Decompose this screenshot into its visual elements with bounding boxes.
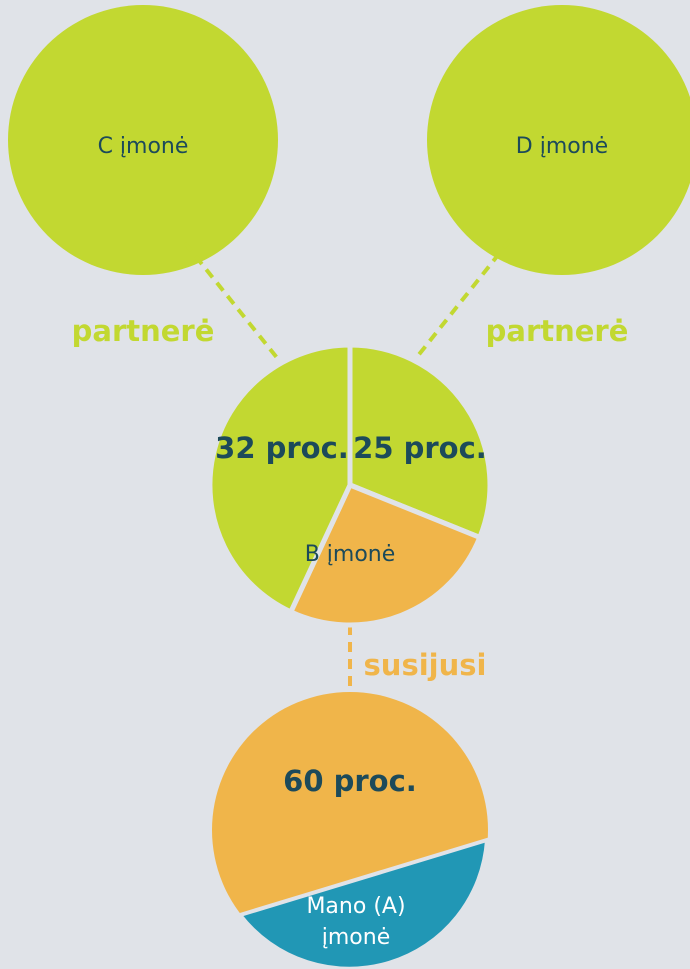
node-label: įmonė xyxy=(322,925,390,950)
node-label: B įmonė xyxy=(305,542,396,567)
share-label: 32 proc. xyxy=(215,431,349,465)
a-own-slice xyxy=(236,837,490,969)
link-c-b xyxy=(183,241,284,366)
relation-label: partnerė xyxy=(486,314,629,348)
relation-label: partnerė xyxy=(72,314,215,348)
company-d xyxy=(427,5,690,275)
b-slice-rest xyxy=(288,482,483,628)
share-label: 25 proc. xyxy=(353,431,487,465)
company-c xyxy=(8,5,278,275)
node-label: C įmonė xyxy=(98,134,189,159)
node-label: D įmonė xyxy=(516,134,608,159)
node-label: Mano (A) xyxy=(306,894,405,919)
link-d-b xyxy=(411,238,512,364)
relation-label: susijusi xyxy=(364,648,487,682)
b-slice-d xyxy=(347,342,493,540)
share-label: 60 proc. xyxy=(283,764,417,798)
b-slice-c xyxy=(207,342,353,615)
